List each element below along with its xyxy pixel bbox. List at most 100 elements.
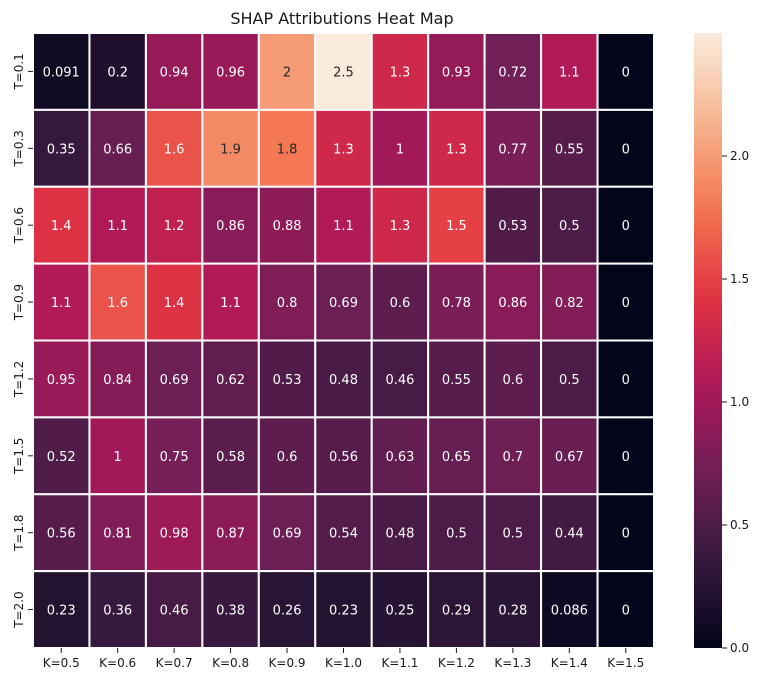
heatmap-cell bbox=[596, 262, 656, 342]
heatmap-cell bbox=[540, 570, 599, 649]
heatmap-cell bbox=[370, 185, 430, 265]
heatmap-cell bbox=[144, 493, 204, 573]
x-tick-label: K=0.5 bbox=[43, 656, 80, 670]
heatmap-cells: 0.091 0.2 0.94 0.96 2 2.5 1.3 0.93 0.72 1.1 0 0.35 0… bbox=[32, 32, 656, 649]
heatmap-cell bbox=[201, 570, 260, 649]
cell-value-label: 0 bbox=[622, 527, 630, 542]
cell-value-label: 0.69 bbox=[273, 527, 302, 542]
colorbar: 0.0 0.5 1.0 1.5 2.0 bbox=[694, 33, 749, 655]
heatmap-cell bbox=[540, 339, 599, 419]
cell-value-label: 1.1 bbox=[333, 219, 354, 234]
cell-value-label: 1.3 bbox=[446, 142, 467, 157]
cell-value-label: 1.1 bbox=[220, 296, 241, 311]
cell-value-label: 0.086 bbox=[551, 604, 588, 619]
heatmap-cell bbox=[370, 339, 430, 419]
cell-value-label: 1.3 bbox=[390, 219, 411, 234]
heatmap-cell bbox=[257, 339, 317, 419]
colorbar-tick-label: 0.5 bbox=[730, 518, 749, 532]
colorbar-tick-label: 0.0 bbox=[730, 641, 749, 655]
cell-value-label: 1.1 bbox=[107, 219, 128, 234]
cell-value-label: 0.46 bbox=[160, 604, 189, 619]
cell-value-label: 0.55 bbox=[555, 142, 584, 157]
cell-value-label: 0 bbox=[622, 142, 630, 157]
cell-value-label: 0.6 bbox=[503, 373, 524, 388]
cell-value-label: 0.6 bbox=[390, 296, 411, 311]
cell-value-label: 0.23 bbox=[47, 604, 76, 619]
cell-value-label: 1 bbox=[114, 450, 122, 465]
cell-value-label: 0.78 bbox=[442, 296, 471, 311]
y-tick-label: T=1.8 bbox=[12, 514, 26, 551]
heatmap-cell bbox=[427, 493, 486, 573]
heatmap-cell bbox=[257, 185, 317, 265]
cell-value-label: 0.6 bbox=[277, 450, 298, 465]
heatmap-cell bbox=[201, 262, 260, 342]
heatmap-cell bbox=[314, 493, 373, 573]
heatmap-cell bbox=[32, 108, 91, 188]
cell-value-label: 0.5 bbox=[559, 373, 580, 388]
x-tick-label: K=1.4 bbox=[551, 656, 588, 670]
heatmap-cell bbox=[144, 108, 204, 188]
heatmap-cell bbox=[483, 493, 543, 573]
cell-value-label: 0.58 bbox=[216, 450, 245, 465]
cell-value-label: 1.3 bbox=[390, 65, 411, 80]
cell-value-label: 0.48 bbox=[385, 527, 414, 542]
cell-value-label: 0.36 bbox=[103, 604, 132, 619]
cell-value-label: 0.81 bbox=[103, 527, 132, 542]
cell-value-label: 0.23 bbox=[329, 604, 358, 619]
heatmap-cell bbox=[540, 32, 599, 111]
heatmap-cell bbox=[88, 570, 147, 649]
cell-value-label: 0 bbox=[622, 373, 630, 388]
heatmap-cell bbox=[32, 570, 91, 649]
cell-value-label: 1.3 bbox=[333, 142, 354, 157]
cell-value-label: 0.53 bbox=[498, 219, 527, 234]
cell-value-label: 0.25 bbox=[385, 604, 414, 619]
cell-value-label: 1.9 bbox=[220, 142, 241, 157]
heatmap-cell bbox=[483, 185, 543, 265]
cell-value-label: 0.7 bbox=[503, 450, 524, 465]
cell-value-label: 0.98 bbox=[160, 527, 189, 542]
heatmap-cell bbox=[314, 108, 373, 188]
cell-value-label: 0.93 bbox=[442, 65, 471, 80]
heatmap-cell bbox=[88, 493, 147, 573]
y-tick-label: T=0.6 bbox=[12, 207, 26, 244]
cell-value-label: 2 bbox=[283, 65, 291, 80]
cell-value-label: 0.26 bbox=[273, 604, 302, 619]
cell-value-label: 0.86 bbox=[498, 296, 527, 311]
cell-value-label: 2.5 bbox=[333, 65, 354, 80]
cell-value-label: 0.53 bbox=[273, 373, 302, 388]
heatmap-cell bbox=[540, 493, 599, 573]
heatmap-cell bbox=[32, 493, 91, 573]
colorbar-ticks: 0.0 0.5 1.0 1.5 2.0 bbox=[722, 149, 749, 655]
cell-value-label: 0.82 bbox=[555, 296, 584, 311]
cell-value-label: 0.5 bbox=[446, 527, 467, 542]
heatmap-cell bbox=[370, 493, 430, 573]
cell-value-label: 0.96 bbox=[216, 65, 245, 80]
cell-value-label: 0.44 bbox=[555, 527, 584, 542]
cell-value-label: 1.5 bbox=[446, 219, 467, 234]
cell-value-label: 0.5 bbox=[559, 219, 580, 234]
x-axis-tick-labels: K=0.5 K=0.6 K=0.7 K=0.8 K=0.9 K=1.0 K=1.1 K=1.2… bbox=[43, 648, 644, 670]
cell-value-label: 0.94 bbox=[160, 65, 189, 80]
heatmap-cell bbox=[483, 262, 543, 342]
cell-value-label: 0.95 bbox=[47, 373, 76, 388]
heatmap-cell bbox=[32, 339, 91, 419]
heatmap-cell bbox=[257, 570, 317, 649]
colorbar-tick-label: 1.0 bbox=[730, 395, 749, 409]
heatmap-cell bbox=[144, 339, 204, 419]
x-tick-label: K=1.0 bbox=[325, 656, 362, 670]
cell-value-label: 0.66 bbox=[103, 142, 132, 157]
cell-value-label: 0.86 bbox=[216, 219, 245, 234]
heatmap-cell bbox=[257, 108, 317, 188]
cell-value-label: 1.4 bbox=[164, 296, 185, 311]
heatmap-cell bbox=[596, 493, 656, 573]
cell-value-label: 0.28 bbox=[498, 604, 527, 619]
colorbar-tick-label: 1.5 bbox=[730, 272, 749, 286]
cell-value-label: 0.55 bbox=[442, 373, 471, 388]
heatmap-cell bbox=[32, 185, 91, 265]
heatmap-cell bbox=[540, 108, 599, 188]
cell-value-label: 0.69 bbox=[329, 296, 358, 311]
cell-value-label: 0 bbox=[622, 604, 630, 619]
heatmap-cell bbox=[201, 339, 260, 419]
cell-value-label: 0.54 bbox=[329, 527, 358, 542]
